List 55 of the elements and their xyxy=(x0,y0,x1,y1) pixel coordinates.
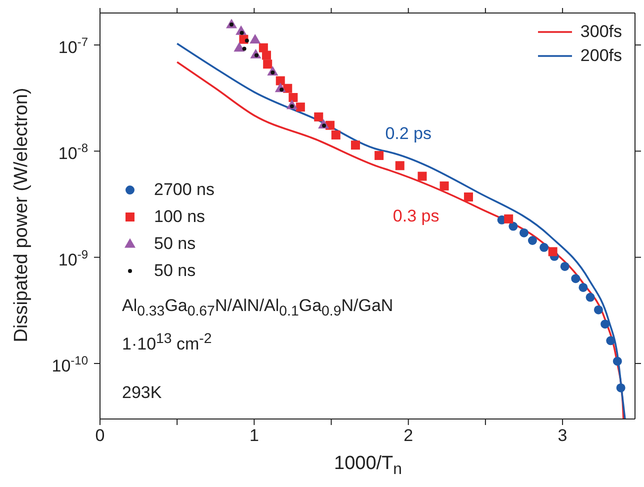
point xyxy=(606,336,616,346)
point xyxy=(594,305,603,314)
y-axis-title: Dissipated power (W/electron) xyxy=(11,86,33,344)
y-tick-label: 10$^{-10}$ xyxy=(52,353,88,376)
point xyxy=(234,42,245,52)
point xyxy=(250,34,261,44)
point xyxy=(464,192,473,202)
point xyxy=(548,247,558,256)
point xyxy=(350,140,360,150)
legend-label: 200fs xyxy=(580,46,622,66)
legend-label: 100 ns xyxy=(154,206,206,226)
point xyxy=(571,274,580,284)
annotation: 293K xyxy=(122,382,163,404)
point xyxy=(263,60,272,69)
legend-label: 2700 ns xyxy=(154,180,214,200)
point xyxy=(528,236,537,245)
y-tick-label: 10$^{-9}$ xyxy=(58,247,88,270)
x-tick-label: 3 xyxy=(558,426,568,445)
legend-label: 50 ns xyxy=(154,234,196,254)
point xyxy=(508,222,518,231)
point xyxy=(288,93,298,102)
point xyxy=(540,242,549,252)
point xyxy=(560,262,570,271)
annotation: 0.3 ps xyxy=(392,206,440,226)
point xyxy=(418,172,427,181)
point xyxy=(296,102,305,112)
point xyxy=(240,30,244,35)
point xyxy=(616,383,626,392)
x-tick-label: 1 xyxy=(249,426,259,445)
point xyxy=(374,150,384,160)
point xyxy=(440,181,449,190)
point xyxy=(578,282,588,292)
point xyxy=(586,292,595,302)
point xyxy=(600,320,610,329)
point xyxy=(276,76,285,86)
y-tick-label: 10$^{-8}$ xyxy=(58,141,88,164)
point xyxy=(262,50,272,60)
point xyxy=(395,161,404,170)
point xyxy=(504,214,514,224)
point xyxy=(283,84,292,93)
point xyxy=(314,112,324,122)
x-tick-label: 2 xyxy=(404,426,414,445)
point xyxy=(519,228,528,238)
y-tick-label: 10$^{-7}$ xyxy=(58,34,88,57)
legend-label: 300fs xyxy=(580,22,622,42)
x-axis-title: 1000/T$_{n}$ xyxy=(333,453,403,479)
x-tick-label: 0 xyxy=(95,426,105,445)
point xyxy=(612,356,622,366)
point xyxy=(242,46,246,51)
point xyxy=(331,130,340,140)
legend-label: 50 ns xyxy=(154,260,196,280)
annotation: 0.2 ps xyxy=(385,124,432,143)
point xyxy=(244,38,249,43)
text: Al$_{0.33}$Ga$_{0.67}$N/AlN/Al$_{0.1}$Ga$_{0.9}$N/GaN xyxy=(122,296,394,320)
annotation: 1·10$^{13}$ cm$^{-2}$ xyxy=(122,330,213,356)
